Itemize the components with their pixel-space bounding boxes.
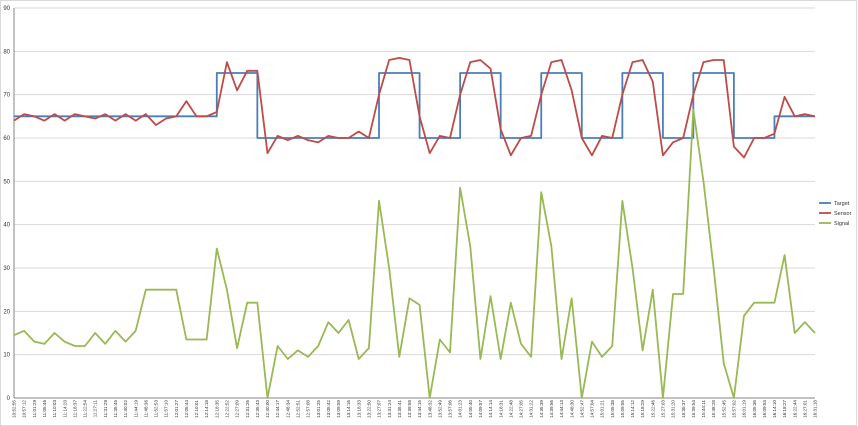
x-tick-label: 14:57:04 bbox=[590, 400, 595, 418]
x-tick-label: 15:44:11 bbox=[701, 400, 706, 418]
x-tick-label: 11:57:10 bbox=[164, 400, 169, 418]
x-tick-label: 16:01:19 bbox=[742, 400, 747, 418]
x-tick-label: 14:09:57 bbox=[478, 400, 483, 418]
x-tick-label: 13:09:59 bbox=[336, 400, 341, 418]
y-tick-label: 40 bbox=[3, 223, 10, 229]
x-tick-label: 12:01:27 bbox=[174, 400, 179, 418]
x-tick-label: 13:39:58 bbox=[407, 400, 412, 418]
x-tick-label: 11:14:20 bbox=[62, 400, 67, 418]
series-line bbox=[13, 56, 816, 159]
x-tick-label: 15:31:20 bbox=[671, 400, 676, 418]
x-tick-label: 11:44:19 bbox=[133, 400, 138, 418]
x-tick-label: 14:39:56 bbox=[549, 400, 554, 418]
legend-label: Signal bbox=[834, 221, 849, 227]
x-tick-label: 15:39:54 bbox=[691, 400, 696, 418]
x-tick-label: 11:27:11 bbox=[93, 400, 98, 418]
y-tick-label: 50 bbox=[3, 179, 10, 185]
x-tick-label: 13:57:06 bbox=[448, 400, 453, 418]
x-tick-label: 12:31:26 bbox=[245, 400, 250, 418]
x-tick-label: 12:14:18 bbox=[204, 400, 209, 418]
x-tick-label: 12:35:43 bbox=[255, 400, 260, 418]
x-tick-label: 13:22:50 bbox=[366, 400, 371, 418]
x-tick-label: 13:27:07 bbox=[377, 400, 382, 418]
x-tick-label: 14:14:14 bbox=[488, 400, 493, 418]
x-tick-label: 13:18:33 bbox=[356, 400, 361, 418]
y-tick-label: 30 bbox=[3, 266, 10, 272]
x-tick-label: 15:09:55 bbox=[620, 400, 625, 418]
x-tick-label: 15:01:21 bbox=[600, 400, 605, 418]
y-tick-label: 10 bbox=[3, 353, 10, 359]
x-tick-label: 12:48:34 bbox=[285, 400, 290, 418]
x-tick-label: 16:09:53 bbox=[762, 400, 767, 418]
x-tick-label: 11:48:36 bbox=[143, 400, 148, 418]
x-tick-label: 15:22:46 bbox=[650, 400, 655, 418]
x-tick-label: 16:05:36 bbox=[752, 400, 757, 418]
x-tick-label: 14:44:13 bbox=[559, 400, 564, 418]
x-tick-label: 11:31:28 bbox=[103, 400, 108, 418]
x-tick-label: 13:14:16 bbox=[346, 400, 351, 418]
legend-label: Target bbox=[834, 201, 850, 207]
x-tick-label: 11:10:03 bbox=[52, 400, 57, 418]
x-tick-label: 14:22:48 bbox=[508, 400, 513, 418]
x-tick-label: 12:27:09 bbox=[235, 400, 240, 418]
x-tick-label: 16:27:01 bbox=[802, 400, 807, 418]
x-tick-label: 13:44:15 bbox=[417, 400, 422, 418]
x-tick-label: 10:52:55 bbox=[12, 400, 17, 418]
x-tick-label: 15:57:02 bbox=[731, 400, 736, 418]
x-tick-label: 13:01:25 bbox=[316, 400, 321, 418]
y-tick-label: 70 bbox=[3, 93, 10, 99]
x-tick-label: 14:52:47 bbox=[579, 400, 584, 418]
legend-label: Sensor bbox=[834, 211, 852, 217]
x-tick-label: 12:10:01 bbox=[194, 400, 199, 418]
x-tick-label: 15:27:03 bbox=[661, 400, 666, 418]
x-tick-label: 14:18:31 bbox=[498, 400, 503, 418]
x-tick-label: 14:48:30 bbox=[569, 400, 574, 418]
x-tick-label: 12:22:52 bbox=[225, 400, 230, 418]
y-tick-label: 0 bbox=[7, 396, 11, 402]
x-tick-label: 16:14:10 bbox=[772, 400, 777, 418]
x-tick-label: 10:57:12 bbox=[22, 400, 27, 418]
x-tick-label: 14:35:39 bbox=[539, 400, 544, 418]
x-tick-label: 16:31:18 bbox=[813, 400, 818, 418]
x-tick-label: 14:05:40 bbox=[468, 400, 473, 418]
y-tick-label: 80 bbox=[3, 49, 10, 55]
y-tick-label: 20 bbox=[3, 309, 10, 315]
series-line bbox=[14, 72, 815, 139]
x-tick-label: 13:35:41 bbox=[397, 400, 402, 418]
x-tick-label: 11:18:37 bbox=[72, 400, 77, 418]
x-tick-label: 11:40:02 bbox=[123, 400, 128, 418]
x-tick-label: 15:05:38 bbox=[610, 400, 615, 418]
x-tick-label: 13:05:42 bbox=[326, 400, 331, 418]
x-tick-label: 12:40:00 bbox=[265, 400, 270, 418]
x-tick-label: 14:27:05 bbox=[519, 400, 524, 418]
x-tick-label: 12:44:17 bbox=[275, 400, 280, 418]
x-tick-label: 11:22:54 bbox=[83, 400, 88, 418]
x-tick-label: 13:48:32 bbox=[427, 400, 432, 418]
x-tick-label: 16:18:27 bbox=[782, 400, 787, 418]
x-tick-label: 16:22:44 bbox=[792, 400, 797, 418]
x-tick-label: 11:35:45 bbox=[113, 400, 118, 418]
x-tick-label: 15:35:37 bbox=[681, 400, 686, 418]
x-tick-label: 13:31:24 bbox=[387, 400, 392, 418]
x-tick-label: 13:52:49 bbox=[437, 400, 442, 418]
x-tick-label: 15:14:12 bbox=[630, 400, 635, 418]
x-tick-label: 11:05:46 bbox=[42, 400, 47, 418]
x-tick-label: 12:57:08 bbox=[306, 400, 311, 418]
x-tick-label: 14:31:22 bbox=[529, 400, 534, 418]
x-tick-label: 12:52:51 bbox=[295, 400, 300, 418]
x-tick-label: 12:05:44 bbox=[184, 400, 189, 418]
x-tick-label: 15:52:45 bbox=[721, 400, 726, 418]
x-tick-label: 11:52:53 bbox=[154, 400, 159, 418]
x-tick-label: 15:18:29 bbox=[640, 400, 645, 418]
series-line bbox=[13, 108, 816, 399]
x-tick-label: 12:18:35 bbox=[214, 400, 219, 418]
x-tick-label: 15:48:28 bbox=[711, 400, 716, 418]
x-tick-label: 14:01:23 bbox=[458, 400, 463, 418]
y-tick-label: 60 bbox=[3, 136, 10, 142]
y-tick-label: 90 bbox=[3, 6, 10, 12]
x-tick-label: 11:01:29 bbox=[32, 400, 37, 418]
